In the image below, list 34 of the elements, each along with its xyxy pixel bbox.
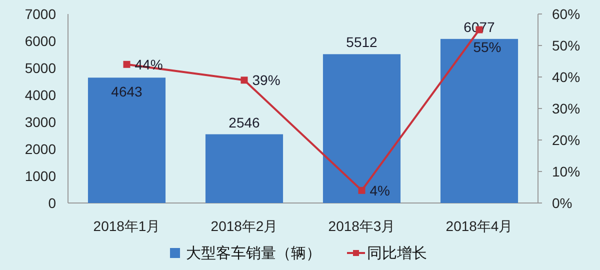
legend-label: 大型客车销量（辆） (186, 245, 321, 262)
bar (205, 134, 284, 203)
bar (88, 78, 166, 203)
y-tick-label: 1000 (24, 168, 56, 184)
y2-tick-label: 20% (552, 132, 580, 148)
x-tick-label: 2018年1月 (93, 218, 160, 234)
y-tick-label: 6000 (24, 33, 56, 49)
bar (440, 38, 518, 203)
legend-label: 同比增长 (367, 245, 427, 262)
point (123, 60, 130, 68)
data-label: 2546 (228, 114, 260, 130)
y2-tick-label: 10% (552, 164, 580, 180)
y-tick-label: 7000 (24, 6, 56, 22)
data-label: 55% (473, 38, 502, 55)
y-tick-label: 0 (48, 195, 56, 211)
y2-tick-label: 30% (552, 100, 580, 116)
y-tick-label: 3000 (24, 114, 56, 130)
point (358, 186, 366, 194)
data-label: 5512 (346, 34, 378, 50)
data-label: 4% (370, 182, 390, 198)
data-label: 4643 (111, 84, 143, 100)
y-tick-label: 5000 (24, 60, 56, 76)
y2-tick-label: 60% (552, 6, 580, 22)
x-tick-label: 2018年2月 (210, 218, 278, 234)
data-label: 39% (252, 72, 280, 88)
point (240, 76, 248, 84)
x-tick-label: 2018年4月 (446, 218, 513, 234)
y2-tick-label: 50% (552, 38, 580, 54)
y2-tick-label: 40% (552, 69, 580, 85)
y-tick-label: 4000 (24, 87, 56, 103)
y-tick-label: 2000 (24, 141, 56, 157)
x-tick-label: 2018年3月 (328, 218, 396, 234)
bar (322, 54, 401, 203)
y2-tick-label: 0% (552, 195, 572, 211)
